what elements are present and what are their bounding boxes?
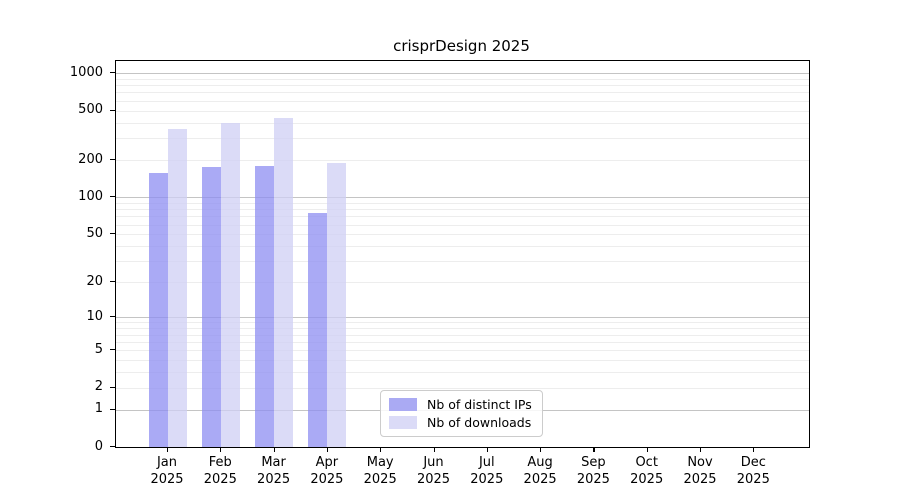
legend-row-downloads: Nb of downloads (389, 414, 534, 430)
y-tick-label: 200 (78, 151, 103, 167)
y-tick-label: 1 (94, 401, 103, 416)
y-tick-label: 500 (78, 102, 103, 117)
gridline-minor (116, 202, 809, 204)
gridline-minor (116, 122, 809, 124)
chart-title: crisprDesign 2025 (393, 37, 530, 55)
legend-swatch-distinct-ips (389, 398, 417, 411)
gridline-minor (116, 387, 809, 389)
legend-row-distinct-ips: Nb of distinct IPs (389, 396, 534, 412)
gridline-minor (116, 138, 809, 140)
x-tick-label-jul: Jul 2025 (470, 455, 504, 487)
bar-distinct-ips-jan (148, 172, 168, 447)
gridline-major (116, 197, 809, 199)
gridline-minor (116, 328, 809, 330)
gridline-minor (116, 261, 809, 263)
x-tick-label-sep: Sep 2025 (576, 455, 610, 487)
y-tick-label: 100 (78, 188, 103, 204)
x-tick-label-mar: Mar 2025 (257, 455, 291, 487)
x-tick-label-aug: Aug 2025 (523, 455, 557, 487)
x-tick-mark (273, 447, 275, 452)
y-tick-label: 2 (94, 379, 103, 394)
bar-downloads-feb (220, 122, 240, 447)
x-tick-label-may: May 2025 (363, 455, 397, 487)
gridline-minor (116, 334, 809, 336)
x-tick-mark (220, 447, 222, 452)
x-tick-mark (486, 447, 488, 452)
y-tick-mark (110, 316, 115, 318)
y-tick-mark (110, 386, 115, 388)
gridline-major (116, 73, 809, 75)
x-tick-mark (646, 447, 648, 452)
x-tick-label-jan: Jan 2025 (150, 455, 184, 487)
x-tick-label-oct: Oct 2025 (630, 455, 664, 487)
bar-downloads-apr (327, 162, 347, 447)
legend-label-distinct-ips: Nb of distinct IPs (427, 396, 532, 412)
y-tick-mark (110, 446, 115, 448)
y-tick-mark (110, 281, 115, 283)
y-tick-mark (110, 196, 115, 198)
x-tick-label-nov: Nov 2025 (683, 455, 717, 487)
x-tick-mark (380, 447, 382, 452)
y-tick-mark (110, 109, 115, 111)
x-tick-label-dec: Dec 2025 (736, 455, 770, 487)
y-tick-label: 20 (86, 273, 103, 289)
y-tick-label: 5 (94, 341, 103, 357)
x-tick-mark (433, 447, 435, 452)
x-tick-mark (326, 447, 329, 452)
gridline-minor (116, 160, 809, 161)
gridline-minor (116, 234, 809, 236)
y-tick-label: 0 (94, 438, 103, 454)
bar-distinct-ips-apr (308, 212, 328, 447)
x-tick-mark (700, 447, 702, 452)
y-tick-label: 1000 (69, 64, 103, 80)
gridline-minor (116, 78, 809, 80)
gridline-minor (116, 85, 809, 87)
y-tick-mark (110, 233, 115, 235)
x-tick-mark (593, 447, 595, 452)
gridline-minor (116, 224, 809, 226)
legend-label-downloads: Nb of downloads (427, 414, 532, 430)
y-tick-mark (110, 408, 115, 410)
gridline-minor (116, 322, 809, 324)
bar-distinct-ips-mar (255, 165, 275, 447)
gridline-minor (116, 350, 809, 351)
gridline-minor (116, 341, 809, 343)
y-tick-label: 10 (86, 308, 103, 324)
gridline-minor (116, 100, 809, 102)
y-tick-label: 50 (86, 225, 103, 241)
gridline-minor (116, 110, 809, 112)
x-tick-mark (167, 447, 169, 452)
gridline-major (116, 317, 809, 319)
gridline-minor (116, 92, 809, 94)
bar-downloads-jan (167, 129, 187, 447)
x-tick-mark (540, 447, 542, 452)
y-tick-mark (110, 72, 115, 74)
gridline-minor (116, 372, 809, 373)
gridline-minor (116, 246, 809, 247)
x-tick-mark (753, 447, 755, 452)
y-tick-mark (110, 349, 115, 351)
gridline-minor (116, 216, 809, 218)
x-tick-label-apr: Apr 2025 (310, 455, 344, 487)
bar-downloads-mar (274, 118, 294, 447)
gridline-minor (116, 359, 809, 361)
legend-swatch-downloads (389, 416, 417, 429)
gridline-minor (116, 209, 809, 211)
y-tick-mark (110, 159, 115, 161)
gridline-minor (116, 282, 809, 284)
legend: Nb of distinct IPs Nb of downloads (380, 390, 543, 437)
x-tick-label-feb: Feb 2025 (203, 455, 237, 487)
bar-distinct-ips-feb (201, 167, 221, 447)
x-tick-label-jun: Jun 2025 (416, 455, 451, 487)
